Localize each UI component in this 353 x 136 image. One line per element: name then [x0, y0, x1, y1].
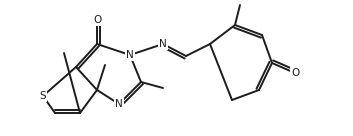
Text: S: S — [40, 91, 46, 101]
Text: O: O — [93, 15, 101, 25]
Text: N: N — [126, 50, 134, 60]
Text: N: N — [159, 39, 167, 49]
Text: N: N — [115, 99, 123, 109]
Text: O: O — [291, 68, 299, 78]
